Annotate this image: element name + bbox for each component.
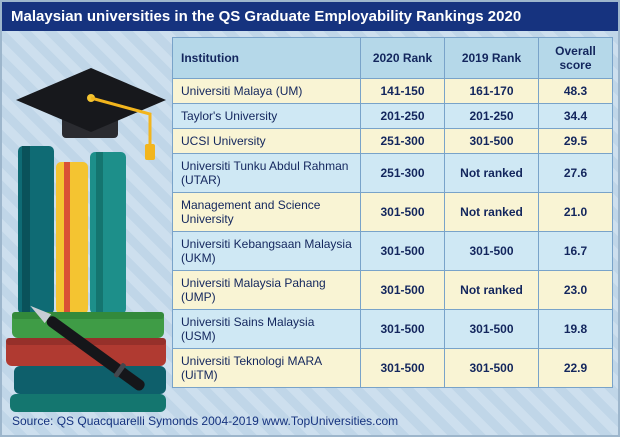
pen-icon — [30, 305, 145, 391]
table-row: Universiti Kebangsaan Malaysia (UKM) 301… — [172, 231, 613, 271]
rank-2019-cell: Not ranked — [444, 270, 539, 310]
page-title: Malaysian universities in the QS Graduat… — [2, 2, 618, 31]
institution-cell: Universiti Teknologi MARA (UiTM) — [172, 348, 361, 388]
rank-2020-cell: 251-300 — [360, 128, 445, 154]
rank-2019-cell: 301-500 — [444, 309, 539, 349]
rank-2020-cell: 301-500 — [360, 309, 445, 349]
col-header-institution: Institution — [172, 37, 361, 79]
rank-2020-cell: 201-250 — [360, 103, 445, 129]
rank-2020-cell: 251-300 — [360, 153, 445, 193]
institution-cell: Universiti Kebangsaan Malaysia (UKM) — [172, 231, 361, 271]
books-icon — [6, 146, 166, 412]
rankings-table: Institution 2020 Rank 2019 Rank Overall … — [172, 37, 613, 388]
rank-2019-cell: 301-500 — [444, 348, 539, 388]
institution-cell: Taylor's University — [172, 103, 361, 129]
score-cell: 34.4 — [538, 103, 613, 129]
institution-cell: Universiti Sains Malaysia (USM) — [172, 309, 361, 349]
institution-cell: Universiti Malaysia Pahang (UMP) — [172, 270, 361, 310]
score-cell: 22.9 — [538, 348, 613, 388]
col-header-overall-score: Overall score — [538, 37, 613, 79]
institution-cell: Management and Science University — [172, 192, 361, 232]
rank-2020-cell: 301-500 — [360, 348, 445, 388]
rank-2019-cell: Not ranked — [444, 153, 539, 193]
score-cell: 23.0 — [538, 270, 613, 310]
table-row: UCSI University 251-300 301-500 29.5 — [172, 128, 613, 154]
table-row: Universiti Malaysia Pahang (UMP) 301-500… — [172, 270, 613, 310]
table-row: Universiti Malaya (UM) 141-150 161-170 4… — [172, 78, 613, 104]
institution-cell: UCSI University — [172, 128, 361, 154]
table-row: Universiti Teknologi MARA (UiTM) 301-500… — [172, 348, 613, 388]
institution-cell: Universiti Tunku Abdul Rahman (UTAR) — [172, 153, 361, 193]
score-cell: 29.5 — [538, 128, 613, 154]
institution-cell: Universiti Malaya (UM) — [172, 78, 361, 104]
score-cell: 21.0 — [538, 192, 613, 232]
rank-2019-cell: 301-500 — [444, 231, 539, 271]
books-graduation-cap-illustration — [6, 68, 166, 412]
rank-2019-cell: Not ranked — [444, 192, 539, 232]
rank-2019-cell: 301-500 — [444, 128, 539, 154]
rank-2020-cell: 301-500 — [360, 192, 445, 232]
table-row: Taylor's University 201-250 201-250 34.4 — [172, 103, 613, 129]
rank-2020-cell: 301-500 — [360, 231, 445, 271]
rank-2020-cell: 301-500 — [360, 270, 445, 310]
score-cell: 27.6 — [538, 153, 613, 193]
rank-2020-cell: 141-150 — [360, 78, 445, 104]
table-row: Universiti Sains Malaysia (USM) 301-500 … — [172, 309, 613, 349]
col-header-2019-rank: 2019 Rank — [444, 37, 539, 79]
source-attribution: Source: QS Quacquarelli Symonds 2004-201… — [12, 414, 399, 428]
rankings-table-container: Institution 2020 Rank 2019 Rank Overall … — [172, 37, 613, 388]
rank-2019-cell: 161-170 — [444, 78, 539, 104]
graduation-cap-icon — [16, 68, 166, 160]
table-row: Management and Science University 301-50… — [172, 192, 613, 232]
score-cell: 19.8 — [538, 309, 613, 349]
table-row: Universiti Tunku Abdul Rahman (UTAR) 251… — [172, 153, 613, 193]
rank-2019-cell: 201-250 — [444, 103, 539, 129]
col-header-2020-rank: 2020 Rank — [360, 37, 445, 79]
header-row: Institution 2020 Rank 2019 Rank Overall … — [172, 37, 613, 79]
score-cell: 16.7 — [538, 231, 613, 271]
score-cell: 48.3 — [538, 78, 613, 104]
